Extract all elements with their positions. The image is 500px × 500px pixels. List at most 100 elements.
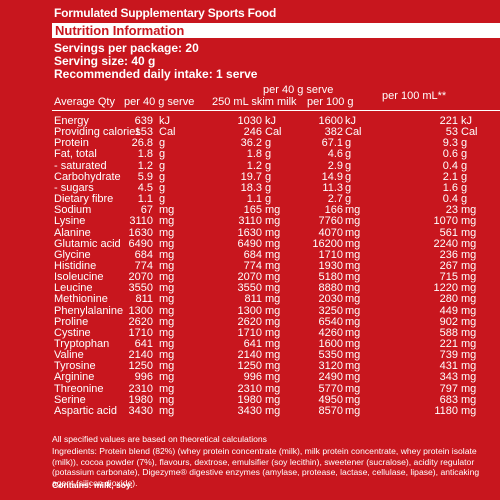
col-header-per40milk-line1: per 40 g serve — [263, 84, 334, 96]
nutrient-value: 996 — [243, 371, 262, 384]
nutrient-name: Leucine — [54, 282, 93, 295]
nutrition-header-bar: Nutrition Information — [52, 23, 500, 38]
nutrient-unit: mg — [345, 237, 361, 250]
nutrient-unit: Cal — [461, 126, 478, 139]
nutrient-unit: g — [345, 170, 352, 183]
table-row: Histidine 774 mg 774 mg 1930 mg 267 mg — [0, 260, 500, 272]
nutrient-unit: mg — [159, 315, 175, 328]
table-row: Protein 26.8 g 36.2 g 67.1 g 9.3 g — [0, 137, 500, 149]
nutrient-unit: mg — [159, 259, 175, 272]
nutrient-unit: mg — [159, 304, 175, 317]
nutrient-unit: Cal — [159, 126, 176, 139]
nutrient-unit: mg — [159, 326, 175, 339]
nutrient-value: 5350 — [318, 349, 343, 362]
nutrient-unit: g — [265, 137, 272, 150]
table-row: Threonine 2310 mg 2310 mg 5770 mg 797 mg — [0, 383, 500, 395]
nutrient-unit: mg — [345, 349, 361, 362]
table-row: Arginine 996 mg 996 mg 2490 mg 343 mg — [0, 371, 500, 383]
nutrient-unit: mg — [461, 315, 477, 328]
nutrient-unit: mg — [345, 226, 361, 239]
nutrient-unit: g — [345, 159, 352, 172]
nutrient-value: 739 — [439, 349, 458, 362]
nutrient-unit: mg — [461, 293, 477, 306]
table-row: Glycine 684 mg 684 mg 1710 mg 236 mg — [0, 249, 500, 261]
nutrient-value: 1.2 — [246, 159, 262, 172]
nutrient-value: 5180 — [318, 271, 343, 284]
nutrient-unit: g — [461, 159, 468, 172]
nutrient-value: 67.1 — [321, 137, 343, 150]
nutrient-unit: g — [345, 193, 352, 206]
nutrient-value: 4.5 — [137, 181, 153, 194]
table-row: Carbohydrate 5.9 g 19.7 g 14.9 g 2.1 g — [0, 171, 500, 183]
nutrient-value: 1.8 — [137, 148, 153, 161]
nutrient-unit: mg — [461, 304, 477, 317]
nutrient-value: 2.7 — [327, 193, 343, 206]
nutrient-name: Providing calories — [54, 126, 141, 139]
nutrient-value: 2.1 — [442, 170, 458, 183]
nutrient-value: 1300 — [128, 304, 153, 317]
nutrient-unit: g — [265, 170, 272, 183]
nutrient-value: 6540 — [318, 315, 343, 328]
nutrient-unit: g — [159, 148, 166, 161]
nutrient-unit: mg — [461, 282, 477, 295]
table-row: Sodium 67 mg 165 mg 166 mg 23 mg — [0, 204, 500, 216]
nutrient-unit: mg — [265, 204, 281, 217]
nutrient-unit: g — [159, 170, 166, 183]
nutrient-value: 14.9 — [321, 170, 343, 183]
nutrient-value: 1.6 — [442, 181, 458, 194]
nutrient-unit: mg — [159, 226, 175, 239]
nutrient-unit: mg — [159, 237, 175, 250]
nutrient-unit: Cal — [265, 126, 282, 139]
table-row: Valine 2140 mg 2140 mg 5350 mg 739 mg — [0, 349, 500, 361]
nutrient-value: 641 — [134, 338, 153, 350]
nutrient-value: 1.2 — [137, 159, 153, 172]
nutrient-value: 1250 — [128, 360, 153, 373]
nutrient-value: 2490 — [318, 371, 343, 384]
nutrient-value: 165 — [243, 204, 262, 217]
nutrient-unit: mg — [461, 248, 477, 261]
nutrient-value: 1.1 — [246, 193, 262, 206]
nutrient-name: Proline — [54, 315, 89, 328]
nutrient-unit: mg — [345, 304, 361, 317]
nutrient-unit: mg — [461, 404, 477, 417]
nutrient-value: 1180 — [434, 404, 458, 417]
nutrient-value: 2310 — [237, 382, 262, 395]
nutrient-value: 5770 — [318, 382, 343, 395]
nutrient-unit: kJ — [461, 115, 472, 127]
nutrient-value: 4.6 — [327, 148, 343, 161]
table-row: Fat, total 1.8 g 1.8 g 4.6 g 0.6 g — [0, 148, 500, 160]
table-row: Cystine 1710 mg 1710 mg 4260 mg 588 mg — [0, 327, 500, 339]
nutrient-unit: mg — [265, 393, 281, 406]
nutrient-value: 382 — [324, 126, 343, 139]
nutrient-unit: mg — [461, 326, 477, 339]
nutrient-value: 2620 — [128, 315, 153, 328]
nutrient-unit: g — [461, 181, 468, 194]
nutrient-value: 1710 — [237, 326, 262, 339]
nutrient-unit: mg — [345, 271, 361, 284]
nutrient-value: 774 — [134, 259, 153, 272]
nutrient-value: 2030 — [318, 293, 343, 306]
nutrient-unit: g — [345, 181, 352, 194]
nutrient-value: 431 — [439, 360, 458, 373]
nutrient-unit: mg — [345, 215, 361, 228]
nutrient-value: 9.3 — [442, 137, 458, 150]
nutrient-unit: mg — [159, 371, 175, 384]
nutrient-unit: g — [265, 181, 272, 194]
nutrient-value: 343 — [439, 371, 458, 384]
nutrient-value: 449 — [439, 304, 458, 317]
nutrient-value: 267 — [439, 259, 458, 272]
nutrient-unit: mg — [265, 237, 281, 250]
table-row: - saturated 1.2 g 1.2 g 2.9 g 0.4 g — [0, 160, 500, 172]
nutrient-unit: mg — [345, 282, 361, 295]
nutrient-unit: mg — [159, 360, 175, 373]
nutrient-value: 1710 — [128, 326, 153, 339]
nutrient-value: 5.9 — [137, 170, 153, 183]
nutrient-unit: mg — [345, 393, 361, 406]
table-row: - sugars 4.5 g 18.3 g 11.3 g 1.6 g — [0, 182, 500, 194]
nutrient-unit: g — [461, 148, 468, 161]
nutrient-unit: mg — [265, 404, 281, 417]
table-row: Proline 2620 mg 2620 mg 6540 mg 902 mg — [0, 316, 500, 328]
nutrient-unit: mg — [159, 282, 175, 295]
nutrient-name: Arginine — [54, 371, 95, 384]
